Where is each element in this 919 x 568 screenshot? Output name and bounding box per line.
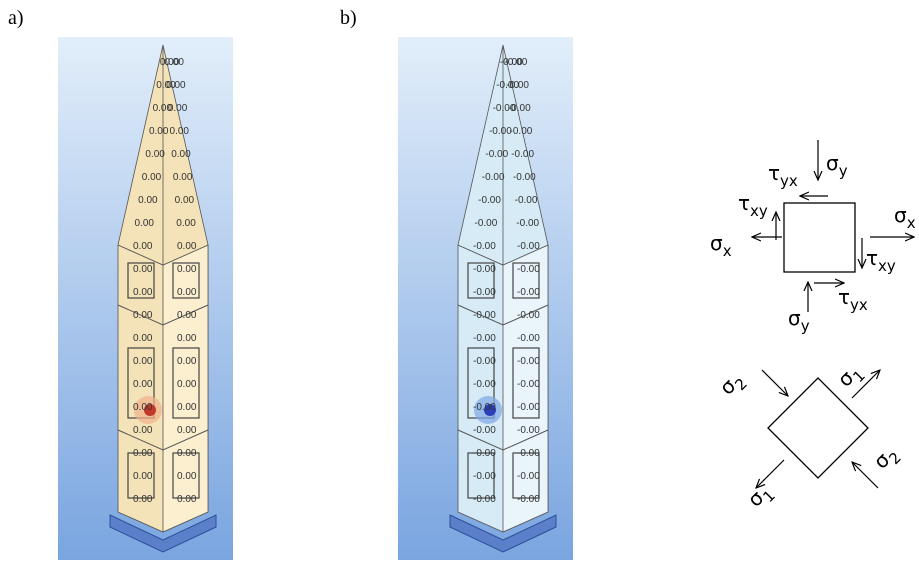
element-square — [784, 203, 855, 272]
stress-value-label: 0.00 — [133, 310, 153, 321]
stress-value-label: -0.00 — [517, 425, 540, 436]
stress-label: σx — [894, 203, 916, 232]
stress-value-label: 0.00 — [133, 356, 153, 367]
stress-value-label: -0.00 — [473, 264, 496, 275]
stress-value-label: 0.00 — [133, 402, 153, 413]
stress-value-label: -0.00 — [513, 172, 536, 183]
stress-label: τyx — [768, 161, 798, 190]
stress-value-label: -0.00 — [511, 149, 534, 160]
stress-value-label: -0.00 — [517, 287, 540, 298]
stress-value-label: 0.00 — [145, 149, 165, 160]
stress-value-label: -0.00 — [517, 356, 540, 367]
stress-value-label: -0.00 — [516, 218, 539, 229]
stress-value-label: -0.00 — [504, 57, 527, 68]
stress-value-label: 0.00 — [177, 356, 197, 367]
stress-value-label: 0.00 — [177, 402, 197, 413]
stress-value-label: 0.00 — [177, 310, 197, 321]
stress-value-label: -0.00 — [515, 195, 538, 206]
stress-value-label: 0.00 — [133, 379, 153, 390]
stress-label: σ2 — [715, 367, 751, 403]
stress-value-label: 0.00 — [177, 425, 197, 436]
stress-value-label: -0.00 — [517, 379, 540, 390]
stress-value-label: 0.00 — [133, 494, 153, 505]
stress-label: τyx — [838, 285, 868, 314]
stress-value-label: -0.00 — [473, 333, 496, 344]
stress-value-label: 0.00 — [138, 195, 158, 206]
arrow — [762, 370, 788, 396]
stress-value-label: 0.00 — [134, 218, 154, 229]
arrow — [852, 462, 878, 488]
stress-value-label: -0.00 — [473, 402, 496, 413]
stress-value-label: -0.00 — [517, 264, 540, 275]
stress-label: τxy — [866, 246, 896, 275]
stress-label: σ1 — [833, 359, 869, 395]
stress-value-label: -0.00 — [517, 333, 540, 344]
stress-value-label: -0.00 — [517, 448, 540, 459]
stress-value-label: 0.00 — [142, 172, 162, 183]
stress-value-label: -0.00 — [517, 241, 540, 252]
stress-value-label: -0.00 — [473, 287, 496, 298]
stress-value-label: 0.00 — [133, 333, 153, 344]
stress-value-label: 0.00 — [133, 241, 153, 252]
stress-value-label: -0.00 — [473, 448, 496, 459]
stress-value-label: 0.00 — [177, 494, 197, 505]
figure: a) b) 0.000.000.000.000.000.000.000.000.… — [0, 0, 919, 568]
stress-value-label: 0.00 — [133, 471, 153, 482]
stress-value-label: -0.00 — [473, 356, 496, 367]
stress-value-label: 0.00 — [177, 471, 197, 482]
stress-value-label: -0.00 — [473, 471, 496, 482]
stress-value-label: -0.00 — [485, 149, 508, 160]
towers: 0.00 0.00 0.00 0.00 0.00 0.00 0.00 0.00 0.00 0.00… — [58, 37, 573, 560]
stress-value-label: -0.00 — [473, 425, 496, 436]
stress-value-label: -0.00 — [474, 218, 497, 229]
stress-value-label: 0.00 — [164, 57, 184, 68]
stress-value-label: -0.00 — [517, 402, 540, 413]
stress-value-label: 0.00 — [149, 126, 169, 137]
stress-value-label: -0.00 — [473, 494, 496, 505]
stress-value-label: 0.00 — [177, 241, 197, 252]
stress-label: τxy — [738, 191, 768, 220]
stress-label: σ2 — [869, 441, 905, 477]
stress-value-label: 0.00 — [133, 287, 153, 298]
stress-value-label: 0.00 — [168, 103, 188, 114]
stress-value-label: -0.00 — [510, 126, 533, 137]
stress-value-label: 0.00 — [176, 218, 196, 229]
stress-value-label: 0.00 — [173, 172, 193, 183]
stress-value-label: -0.00 — [478, 195, 501, 206]
stress-value-label: 0.00 — [177, 264, 197, 275]
stress-value-label: -0.00 — [473, 379, 496, 390]
stress-element: σy τyx τxy σx σx τxy σy τyx — [710, 140, 916, 335]
stress-value-label: 0.00 — [171, 149, 191, 160]
panel-label: b) — [340, 7, 357, 29]
stress-label: σy — [788, 306, 810, 335]
stress-value-label: -0.00 — [517, 471, 540, 482]
stress-value-label: -0.00 — [482, 172, 505, 183]
stress-label: σx — [710, 231, 732, 260]
stress-value-label: -0.00 — [506, 80, 529, 91]
stress-value-label: -0.00 — [508, 103, 531, 114]
stress-value-label: -0.00 — [517, 310, 540, 321]
stress-value-label: -0.00 — [473, 241, 496, 252]
stress-value-label: 0.00 — [177, 287, 197, 298]
stress-value-label: -0.00 — [517, 494, 540, 505]
stress-value-label: 0.00 — [177, 448, 197, 459]
stress-label: σy — [826, 151, 848, 180]
stress-value-label: 0.00 — [177, 379, 197, 390]
stress-value-label: 0.00 — [133, 264, 153, 275]
panel-label: a) — [8, 7, 24, 29]
stress-value-label: 0.00 — [177, 333, 197, 344]
stress-value-label: -0.00 — [473, 310, 496, 321]
stress-value-label: 0.00 — [133, 425, 153, 436]
stress-value-label: 0.00 — [175, 195, 195, 206]
arrow — [756, 460, 784, 488]
stress-value-label: 0.00 — [166, 80, 186, 91]
principal-element: σ1 σ1 σ2 σ2 — [715, 359, 905, 515]
stress-value-label: 0.00 — [170, 126, 190, 137]
stress-label: σ1 — [743, 479, 779, 515]
stress-value-label: 0.00 — [133, 448, 153, 459]
